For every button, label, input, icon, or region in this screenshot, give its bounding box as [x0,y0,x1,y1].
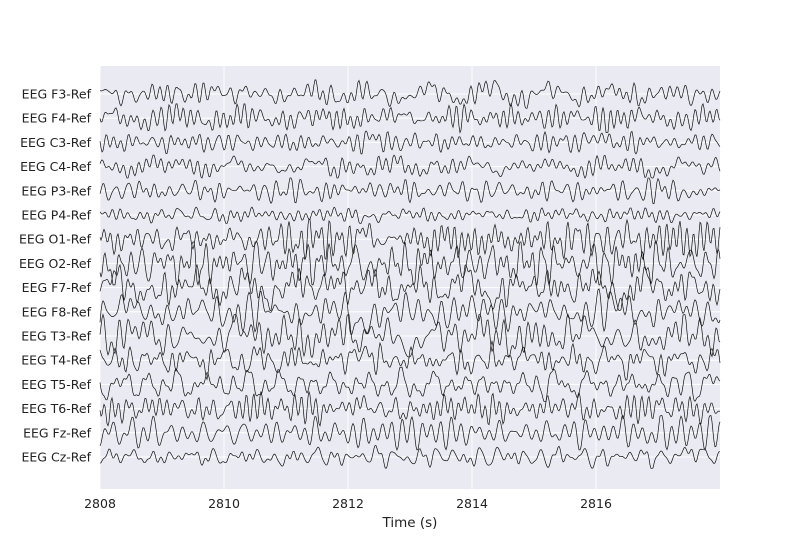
x-tick-label: 2808 [84,496,116,511]
channel-label: EEG P3-Ref [21,183,91,198]
eeg-traces [99,79,721,469]
eeg-trace [99,102,721,134]
channel-label: EEG C3-Ref [20,135,91,150]
channel-label: EEG T6-Ref [21,401,91,416]
x-tick-label: 2816 [580,496,612,511]
eeg-trace [99,263,721,311]
eeg-trace [99,288,721,336]
channel-label: EEG T4-Ref [21,353,91,368]
channel-label: EEG F3-Ref [22,87,92,102]
eeg-trace [99,177,721,205]
x-tick-label: 2812 [332,496,364,511]
eeg-trace [99,391,721,427]
eeg-trace [99,79,721,109]
channel-label: EEG F8-Ref [22,304,92,319]
channel-label: EEG C4-Ref [20,159,91,174]
eeg-trace [99,130,721,155]
eeg-trace [99,313,721,359]
eeg-trace [99,445,721,469]
eeg-trace [99,241,721,287]
channel-label: EEG O2-Ref [19,256,92,271]
eeg-trace [99,340,721,381]
x-tick-labels: 2808 2810 2812 2814 2816 [84,496,612,511]
eeg-trace [99,154,721,179]
eeg-trace [99,206,721,224]
channel-label: EEG O1-Ref [19,232,92,247]
channel-label: EEG F7-Ref [22,280,92,295]
channel-labels: EEG F3-Ref EEG F4-Ref EEG C3-Ref EEG C4-Ref… [19,87,92,465]
channel-label: EEG T3-Ref [21,329,91,344]
eeg-trace [99,218,721,261]
channel-label: EEG Fz-Ref [23,425,92,440]
eeg-trace [99,366,721,402]
channel-label: EEG Cz-Ref [22,450,92,465]
x-tick-label: 2814 [456,496,488,511]
channel-label: EEG F4-Ref [22,111,92,126]
x-axis-label: Time (s) [382,515,438,531]
channel-label: EEG P4-Ref [21,208,91,223]
eeg-trace [99,415,721,451]
x-tick-label: 2810 [208,496,240,511]
channel-label: EEG T5-Ref [21,377,91,392]
